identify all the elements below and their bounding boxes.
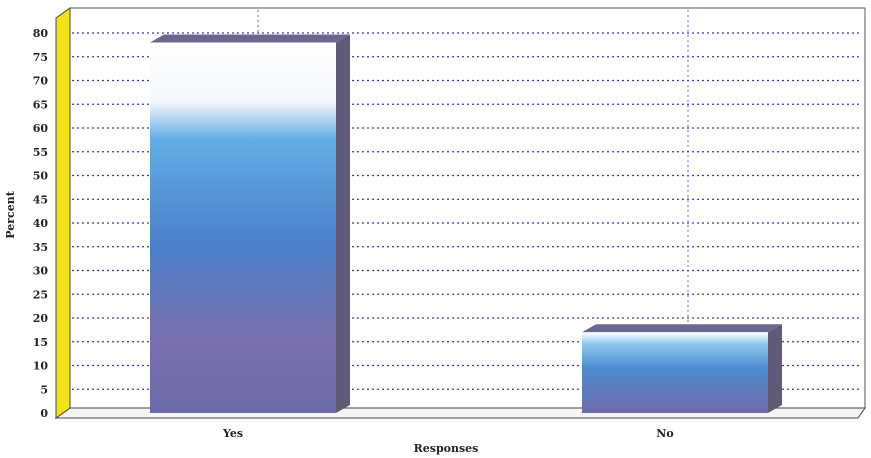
x-axis-title: Responses <box>414 442 479 455</box>
x-category-label: No <box>656 427 673 440</box>
y-tick-label: 65 <box>33 98 48 111</box>
y-tick-label: 55 <box>33 146 48 159</box>
y-tick-label: 20 <box>33 312 49 325</box>
y-tick-label: 10 <box>33 360 49 373</box>
bar-no <box>582 324 782 413</box>
y-tick-label: 70 <box>33 75 49 88</box>
bars <box>150 34 782 413</box>
y-tick-label: 30 <box>33 265 49 278</box>
y-axis-title: Percent <box>4 190 17 238</box>
y-axis-ticks: 0 5 10 15 20 25 30 35 40 45 50 55 60 65 70 75 80 <box>33 27 49 420</box>
y-tick-label: 40 <box>33 217 49 230</box>
y-tick-label: 80 <box>33 27 49 40</box>
y-tick-label: 15 <box>33 336 48 349</box>
x-axis-categories: Yes No <box>222 427 674 440</box>
y-tick-label: 75 <box>33 51 48 64</box>
y-tick-label: 35 <box>33 241 48 254</box>
x-category-label: Yes <box>222 427 243 440</box>
bar-yes <box>150 34 350 413</box>
plot-side-wall <box>55 7 71 419</box>
y-tick-label: 25 <box>33 288 48 301</box>
y-tick-label: 50 <box>33 170 49 183</box>
y-tick-label: 45 <box>33 193 48 206</box>
y-tick-label: 60 <box>33 122 49 135</box>
y-tick-label: 5 <box>40 383 48 396</box>
y-tick-label: 0 <box>40 407 48 420</box>
